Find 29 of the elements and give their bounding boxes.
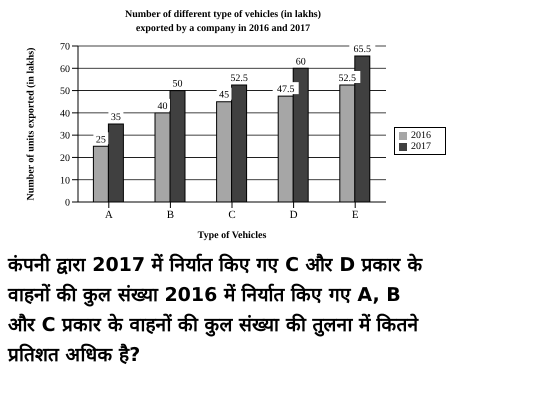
data-label: 25: [96, 134, 106, 146]
x-tick-label: A: [104, 208, 113, 221]
data-label: 47.5: [276, 84, 294, 96]
data-label: 50: [172, 78, 182, 90]
data-label: 60: [296, 56, 306, 68]
y-tick-label: 30: [60, 130, 70, 142]
legend-label: 2016: [411, 130, 431, 141]
x-tick-label: E: [352, 208, 359, 221]
x-axis-title: Type of Vehicles: [198, 230, 266, 241]
x-tick-label: D: [290, 208, 298, 221]
y-tick-label: 0: [65, 198, 70, 209]
y-tick-label: 60: [60, 64, 70, 75]
y-tick-label: 20: [60, 152, 70, 164]
legend-label: 2017: [411, 141, 431, 152]
y-tick-label: 50: [60, 86, 70, 98]
data-label: 52.5: [230, 73, 248, 84]
y-axis-title: Number of units exported (in lakhs): [26, 48, 37, 200]
text: कंपनी द्वारा 2017 में निर्यात किए गए C और D प्रकार के वाहनों की कुल संख्या 2016 में निर्यात किए गए A, B और C प्रकार के वाहनों की कुल संख्या की तुलना में कितने प्रतिशत अधिक है?: [8, 252, 424, 368]
x-tick-label: C: [228, 208, 236, 221]
y-tick-label: 10: [60, 175, 70, 186]
y-tick-label: 70: [60, 42, 70, 53]
chart-title: Number of different type of vehicles (in lakhs) exported by a company in 2016 and 2017: [124, 8, 322, 36]
data-label: 52.5: [338, 73, 356, 84]
data-label: 35: [110, 112, 121, 123]
data-label: 40: [158, 100, 168, 112]
data-label: 45: [219, 90, 230, 101]
data-label: 65.5: [354, 44, 372, 56]
x-tick-label: B: [166, 208, 174, 221]
y-tick-label: 40: [60, 108, 70, 120]
